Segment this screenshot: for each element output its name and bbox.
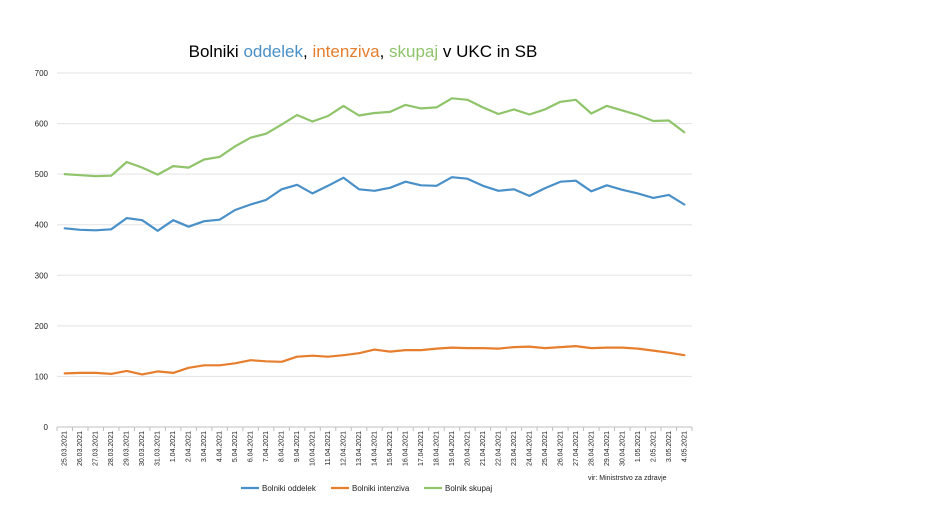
series-line-3	[63, 97, 686, 178]
x-tick-label: 3.04.2021	[201, 431, 208, 462]
y-tick-label: 300	[35, 271, 49, 280]
x-tick-label: 17.04.2021	[418, 431, 425, 466]
x-tick-label: 22.04.2021	[495, 431, 502, 466]
series-line-2	[63, 345, 686, 376]
source-note: vir: Ministrstvo za zdravje	[588, 475, 667, 482]
title-part: skupaj	[389, 42, 438, 61]
x-tick-label: 19.04.2021	[449, 431, 456, 466]
x-tick-label: 30.04.2021	[619, 431, 626, 466]
y-tick-label: 400	[35, 221, 49, 230]
x-tick-label: 25.03.2021	[62, 431, 69, 466]
x-tick-label: 23.04.2021	[511, 431, 518, 466]
x-tick-label: 6.04.2021	[248, 431, 255, 462]
x-tick-label: 9.04.2021	[294, 431, 301, 462]
title-part: v UKC in SB	[438, 42, 537, 61]
x-tick-label: 18.04.2021	[433, 431, 440, 466]
y-tick-label: 200	[35, 322, 49, 331]
title-part: Bolniki	[189, 42, 244, 61]
legend-label: Bolniki oddelek	[262, 484, 317, 493]
x-tick-label: 15.04.2021	[387, 431, 394, 466]
series-lines	[63, 97, 686, 376]
x-tick-label: 16.04.2021	[402, 431, 409, 466]
y-tick-label: 700	[35, 69, 49, 78]
y-tick-label: 500	[35, 170, 49, 179]
x-tick-label: 26.03.2021	[77, 431, 84, 466]
x-tick-label: 1.05.2021	[635, 431, 642, 462]
x-tick-label: 29.04.2021	[604, 431, 611, 466]
x-tick-label: 10.04.2021	[310, 431, 317, 466]
x-tick-label: 2.05.2021	[650, 431, 657, 462]
x-tick-label: 1.04.2021	[170, 431, 177, 462]
x-tick-label: 7.04.2021	[263, 431, 270, 462]
x-tick-label: 26.04.2021	[557, 431, 564, 466]
x-tick-label: 3.05.2021	[666, 431, 673, 462]
x-tick-label: 28.03.2021	[108, 431, 115, 466]
x-tick-label: 25.04.2021	[542, 431, 549, 466]
x-tick-label: 27.04.2021	[573, 431, 580, 466]
x-tick-label: 12.04.2021	[341, 431, 348, 466]
x-tick-label: 21.04.2021	[480, 431, 487, 466]
chart-title: Bolniki oddelek, intenziva, skupaj v UKC…	[189, 42, 538, 61]
y-tick-label: 0	[44, 423, 49, 432]
title-part: oddelek	[243, 42, 303, 61]
x-tick-label: 5.04.2021	[232, 431, 239, 462]
x-tick-label: 2.04.2021	[186, 431, 193, 462]
title-part: ,	[303, 42, 312, 61]
title-part: ,	[380, 42, 389, 61]
legend: Bolniki oddelek Bolniki intenziva Bolnik s…	[241, 484, 492, 493]
gridlines	[57, 72, 692, 428]
x-tick-label: 4.04.2021	[217, 431, 224, 462]
x-axis-ticks: 25.03.2021 26.03.2021 27.03.2021 28.03.2021…	[56, 427, 693, 466]
x-tick-label: 30.03.2021	[139, 431, 146, 466]
x-tick-label: 20.04.2021	[464, 431, 471, 466]
series-line-1	[63, 176, 686, 232]
x-tick-label: 14.04.2021	[372, 431, 379, 466]
y-tick-label: 600	[35, 120, 49, 129]
x-tick-label: 31.03.2021	[155, 431, 162, 466]
x-tick-label: 28.04.2021	[588, 431, 595, 466]
x-tick-label: 29.03.2021	[124, 431, 131, 466]
y-tick-label: 100	[35, 372, 49, 381]
x-tick-label: 24.04.2021	[526, 431, 533, 466]
y-axis-ticks: 0 100 200 300 400 500 600 700	[35, 69, 49, 432]
legend-label: Bolniki intenziva	[352, 484, 410, 493]
x-tick-label: 13.04.2021	[356, 431, 363, 466]
x-tick-label: 11.04.2021	[325, 431, 332, 466]
x-tick-label: 8.04.2021	[279, 431, 286, 462]
title-part: intenziva	[312, 42, 380, 61]
x-tick-label: 4.05.2021	[681, 431, 688, 462]
legend-label: Bolnik skupaj	[445, 484, 492, 493]
x-tick-label: 27.03.2021	[93, 431, 100, 466]
